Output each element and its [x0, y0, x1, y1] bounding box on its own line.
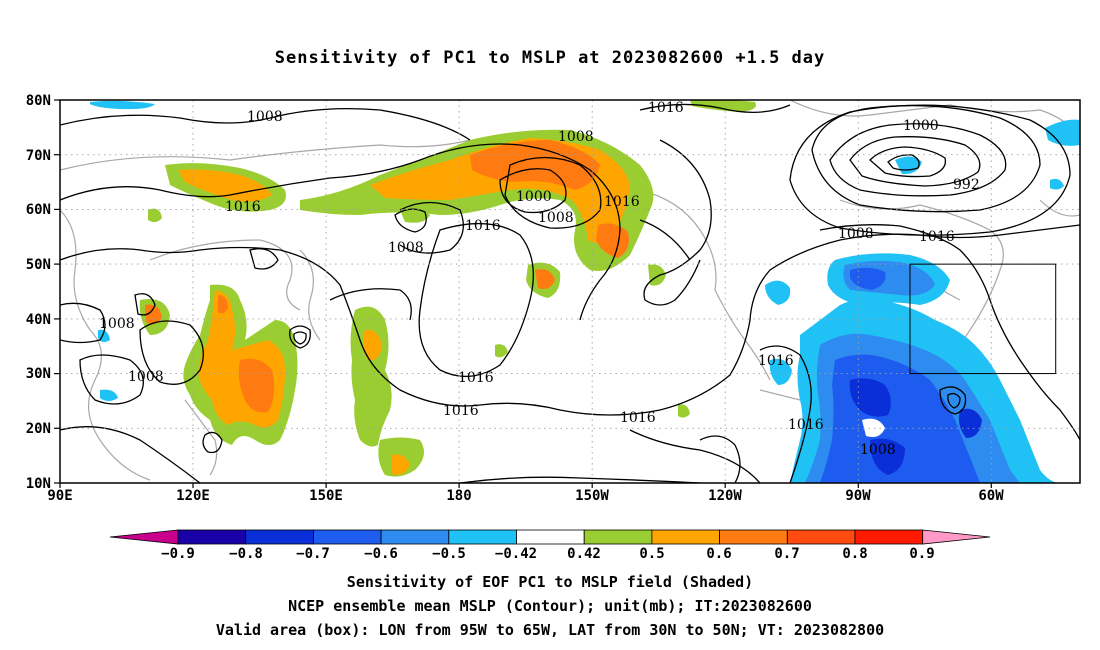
map-frame	[59, 99, 1081, 484]
contour-label: 992	[953, 177, 980, 193]
latitude-labels: 80N 70N 60N 50N 40N 30N 20N 10N	[26, 93, 51, 492]
lat-label: 70N	[26, 148, 51, 164]
axis-ticks	[54, 99, 992, 488]
colorbar-labels: −0.9 −0.8 −0.7 −0.6 −0.5 −0.42 0.42 0.5 …	[161, 546, 935, 562]
contour-label: 1008	[860, 442, 896, 458]
lon-label: 90W	[845, 488, 871, 504]
lon-label: 150E	[309, 488, 343, 504]
colorbar-swatch	[786, 529, 856, 545]
contour-label: 1016	[788, 417, 824, 433]
lon-label: 180	[446, 488, 471, 504]
colorbar-label: −0.42	[495, 546, 537, 562]
contour-label: 1008	[128, 369, 164, 385]
colorbar-low-extend	[109, 529, 179, 545]
colorbar-label: 0.42	[567, 546, 601, 562]
lat-label: 10N	[26, 476, 51, 492]
contour-label: 1016	[458, 370, 494, 386]
contour-label: 1016	[604, 194, 640, 210]
colorbar-swatch	[583, 529, 653, 545]
colorbar-swatch	[380, 529, 450, 545]
colorbar-label: −0.7	[296, 546, 330, 562]
contour-label: 1008	[99, 316, 135, 332]
colorbar-label: 0.5	[639, 546, 664, 562]
positive-sensitivity	[139, 100, 756, 477]
colorbar-label: 0.7	[774, 546, 799, 562]
lon-label: 90E	[47, 488, 72, 504]
contour-label: 1008	[388, 240, 424, 256]
colorbar-swatch	[177, 529, 247, 545]
grid-lines	[60, 100, 1080, 483]
colorbar-label: 0.8	[842, 546, 867, 562]
contour-label: 1016	[919, 229, 955, 245]
colorbar-swatch	[854, 529, 924, 545]
colorbar-label: 0.9	[909, 546, 934, 562]
lat-label: 50N	[26, 257, 51, 273]
contour-label: 1016	[443, 403, 479, 419]
lat-label: 80N	[26, 93, 51, 109]
contour-label: 1016	[758, 353, 794, 369]
colorbar-label: −0.9	[161, 546, 195, 562]
colorbar-swatch	[312, 529, 382, 545]
contour-label: 1008	[247, 109, 283, 125]
colorbar-high-extend	[922, 529, 991, 545]
contour-label: 1000	[516, 189, 552, 205]
lon-label: 150W	[575, 488, 609, 504]
caption-contour: NCEP ensemble mean MSLP (Contour); unit(…	[288, 597, 812, 615]
valid-area-box	[909, 263, 1057, 375]
lat-label: 60N	[26, 202, 51, 218]
contour-label: 1008	[558, 129, 594, 145]
caption-valid-area: Valid area (box): LON from 95W to 65W, L…	[215, 621, 885, 639]
caption-shading: Sensitivity of EOF PC1 to MSLP field (Sh…	[346, 573, 754, 591]
colorbar: −0.9 −0.8 −0.7 −0.6 −0.5 −0.42 0.42 0.5 …	[109, 529, 991, 562]
lon-label: 60W	[978, 488, 1004, 504]
colorbar-swatches	[109, 529, 991, 545]
contour-label: 1016	[648, 100, 684, 116]
colorbar-swatch	[245, 529, 314, 545]
map-title: Sensitivity of PC1 to MSLP at 2023082600…	[274, 48, 826, 68]
colorbar-swatch	[651, 529, 721, 545]
contour-label: 1008	[838, 226, 874, 242]
lon-label: 120E	[176, 488, 210, 504]
mslp-contours	[60, 103, 1080, 483]
contour-labels: 1008 1016 1016 1008 1000 1008 1016 1016 …	[99, 100, 980, 458]
contour-label: 1016	[465, 218, 501, 234]
lat-label: 30N	[26, 366, 51, 382]
colorbar-label: −0.8	[229, 546, 263, 562]
sensitivity-map: 1008 1016 1016 1008 1000 1008 1016 1016 …	[26, 93, 1081, 504]
contour-label: 1016	[620, 410, 656, 426]
contour-label: 1008	[538, 210, 574, 226]
colorbar-swatch	[719, 529, 788, 545]
colorbar-label: 0.6	[706, 546, 731, 562]
longitude-labels: 90E 120E 150E 180 150W 120W 90W 60W	[47, 488, 1004, 504]
lat-label: 20N	[26, 421, 51, 437]
contour-label: 1000	[903, 118, 939, 134]
colorbar-swatch	[448, 529, 517, 545]
lat-label: 40N	[26, 312, 51, 328]
lon-label: 120W	[708, 488, 742, 504]
contour-label: 1016	[225, 199, 261, 215]
colorbar-label: −0.5	[432, 546, 466, 562]
colorbar-swatch	[516, 529, 585, 545]
colorbar-label: −0.6	[364, 546, 398, 562]
